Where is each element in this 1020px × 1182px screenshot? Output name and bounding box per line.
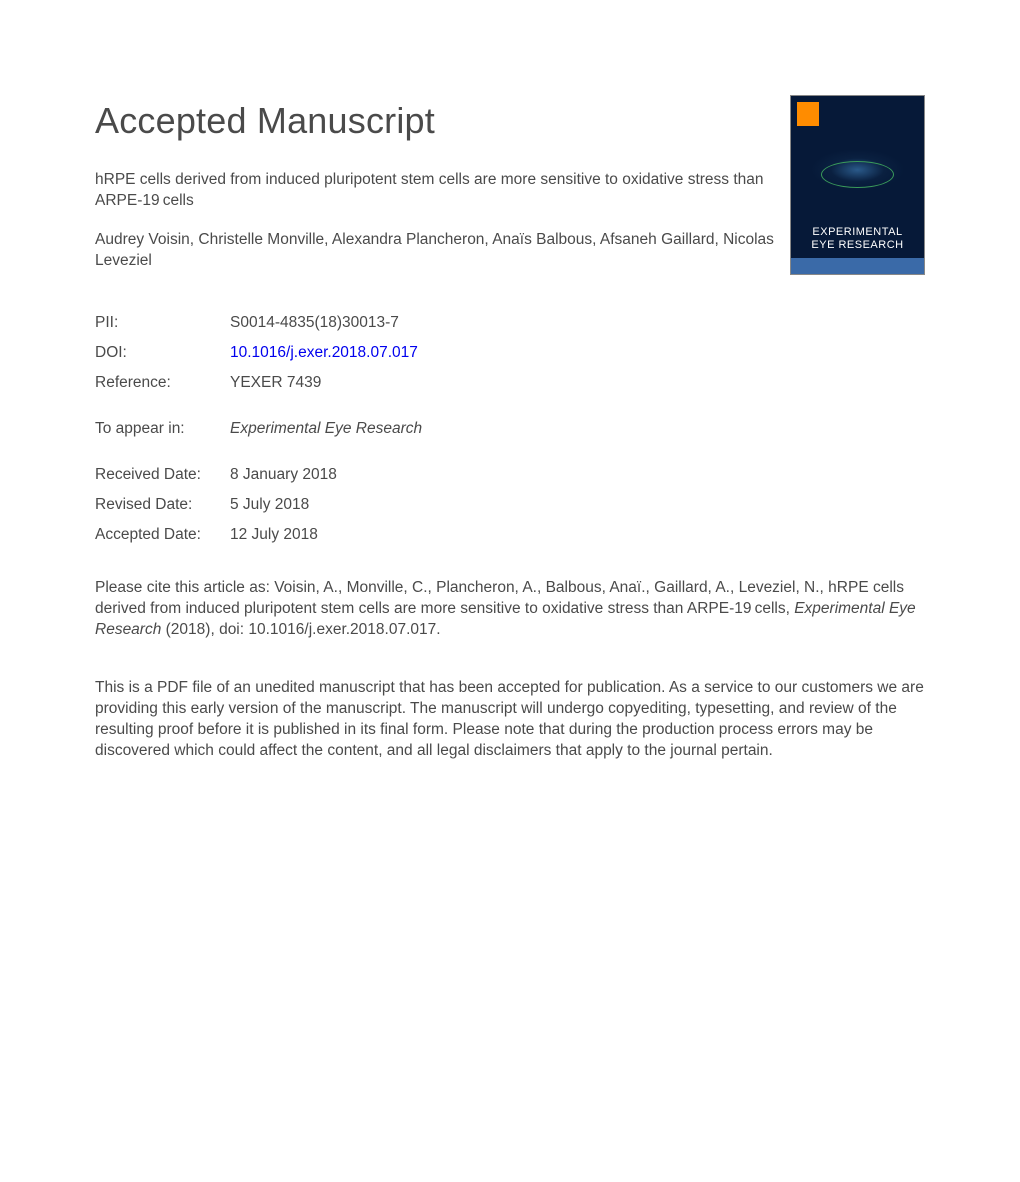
reference-value: YEXER 7439 (230, 374, 925, 392)
publisher-logo-icon (797, 102, 819, 126)
meta-row-reference: Reference: YEXER 7439 (95, 374, 925, 392)
meta-row-appear: To appear in: Experimental Eye Research (95, 420, 925, 438)
meta-row-pii: PII: S0014-4835(18)30013-7 (95, 314, 925, 332)
cover-artwork (797, 132, 918, 216)
revised-value: 5 July 2018 (230, 496, 925, 514)
doi-label: DOI: (95, 344, 230, 362)
accepted-label: Accepted Date: (95, 526, 230, 544)
cover-title-box: EXPERIMENTAL EYE RESEARCH (791, 222, 924, 258)
accepted-value: 12 July 2018 (230, 526, 925, 544)
meta-row-accepted: Accepted Date: 12 July 2018 (95, 526, 925, 544)
received-label: Received Date: (95, 466, 230, 484)
received-value: 8 January 2018 (230, 466, 925, 484)
meta-row-received: Received Date: 8 January 2018 (95, 466, 925, 484)
citation-text: Please cite this article as: Voisin, A.,… (95, 578, 925, 641)
authors: Audrey Voisin, Christelle Monville, Alex… (95, 230, 775, 272)
citation-suffix: (2018), doi: 10.1016/j.exer.2018.07.017. (161, 621, 440, 638)
page-heading: Accepted Manuscript (95, 100, 435, 142)
journal-cover: EXPERIMENTAL EYE RESEARCH (790, 95, 925, 275)
doi-link[interactable]: 10.1016/j.exer.2018.07.017 (230, 344, 418, 361)
meta-table: PII: S0014-4835(18)30013-7 DOI: 10.1016/… (95, 314, 925, 544)
cover-title-line2: EYE RESEARCH (793, 239, 922, 252)
revised-label: Revised Date: (95, 496, 230, 514)
meta-row-doi: DOI: 10.1016/j.exer.2018.07.017 (95, 344, 925, 362)
disclaimer-text: This is a PDF file of an unedited manusc… (95, 678, 925, 762)
citation-prefix: Please cite this article as: Voisin, A.,… (95, 579, 904, 617)
pii-value: S0014-4835(18)30013-7 (230, 314, 925, 332)
appear-label: To appear in: (95, 420, 230, 438)
reference-label: Reference: (95, 374, 230, 392)
meta-row-revised: Revised Date: 5 July 2018 (95, 496, 925, 514)
cover-bottom-bar (791, 258, 924, 274)
article-title: hRPE cells derived from induced pluripot… (95, 170, 775, 212)
pii-label: PII: (95, 314, 230, 332)
appear-value: Experimental Eye Research (230, 420, 925, 438)
cover-title-line1: EXPERIMENTAL (793, 226, 922, 239)
